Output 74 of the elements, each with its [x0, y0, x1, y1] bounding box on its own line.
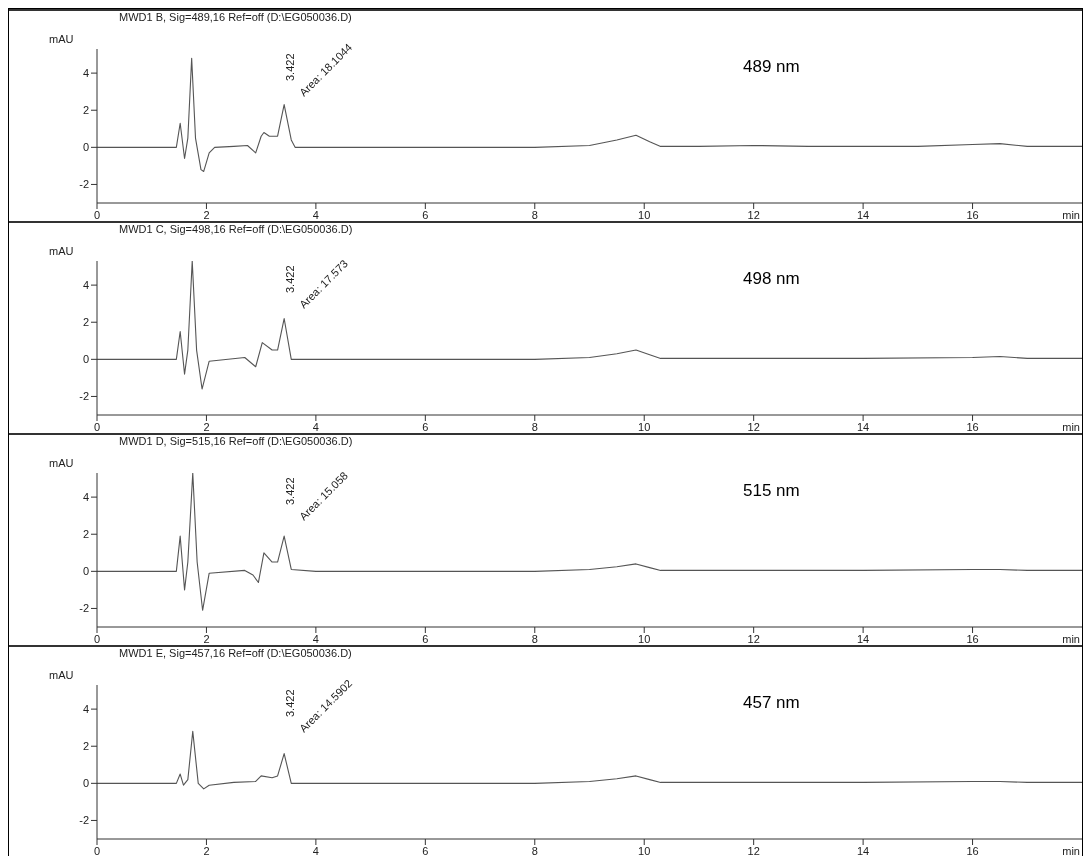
annotation: 3.422: [284, 53, 296, 81]
x-tick-label: 12: [747, 632, 760, 645]
x-tick-label: 12: [747, 208, 760, 221]
x-tick-label: 0: [93, 632, 101, 645]
x-axis-title: min: [1062, 209, 1080, 221]
x-tick-label: 0: [93, 208, 101, 221]
x-tick-label: 8: [531, 632, 538, 645]
annotation: 457 nm: [742, 692, 801, 714]
x-tick-label: 4: [312, 632, 319, 645]
annotation: 3.422: [284, 477, 296, 505]
chart-title: MWD1 E, Sig=457,16 Ref=off (D:\EG050036.D): [119, 647, 352, 659]
x-tick-label: 4: [312, 844, 319, 856]
x-tick-label: 16: [966, 420, 979, 433]
x-tick-label: 6: [422, 420, 429, 433]
x-tick-label: 10: [638, 420, 651, 433]
y-tick-label: -2: [79, 814, 89, 827]
x-tick-label: 0: [93, 420, 101, 433]
annotation: 489 nm: [742, 56, 801, 78]
y-axis-title: mAU: [49, 245, 74, 257]
x-tick-label: 2: [203, 844, 210, 856]
y-axis-title: mAU: [49, 33, 74, 45]
line-series: [97, 261, 1082, 390]
x-tick-label: 14: [856, 844, 870, 856]
x-axis-title: min: [1062, 633, 1080, 645]
chart-title: MWD1 C, Sig=498,16 Ref=off (D:\EG050036.D): [119, 223, 353, 235]
y-tick-label: 4: [82, 279, 89, 292]
x-tick-label: 16: [966, 208, 979, 221]
y-tick-label: 4: [82, 491, 89, 504]
y-tick-label: 0: [82, 777, 89, 790]
annotation: 3.422: [284, 689, 296, 717]
x-tick-label: 14: [856, 632, 870, 645]
x-tick-label: 6: [422, 208, 429, 221]
x-axis-title: min: [1062, 421, 1080, 433]
x-tick-label: 10: [638, 208, 651, 221]
x-tick-label: 16: [966, 632, 979, 645]
y-axis-title: mAU: [49, 669, 74, 681]
x-tick-label: 6: [422, 632, 429, 645]
x-tick-label: 12: [747, 420, 760, 433]
annotation: 3.422: [284, 265, 296, 293]
x-tick-label: 4: [312, 420, 319, 433]
y-tick-label: 4: [82, 67, 89, 80]
x-tick-label: 6: [422, 844, 429, 856]
annotation: 498 nm: [742, 268, 801, 290]
line-series: [97, 473, 1082, 611]
y-tick-label: 4: [82, 703, 89, 716]
x-tick-label: 2: [203, 208, 210, 221]
x-tick-label: 8: [531, 844, 538, 856]
x-tick-label: 8: [531, 420, 538, 433]
x-tick-label: 16: [966, 844, 979, 856]
y-axis-title: mAU: [49, 457, 74, 469]
y-tick-label: -2: [79, 390, 89, 403]
y-tick-label: 0: [82, 353, 89, 366]
y-tick-label: 2: [82, 104, 89, 117]
x-tick-label: 4: [312, 208, 319, 221]
x-tick-label: 0: [93, 844, 101, 856]
x-axis-title: min: [1062, 845, 1080, 856]
annotation: 515 nm: [742, 480, 801, 502]
y-tick-label: -2: [79, 602, 89, 615]
x-tick-label: 2: [203, 420, 210, 433]
x-tick-label: 12: [747, 844, 760, 856]
y-tick-label: 2: [82, 316, 89, 329]
x-tick-label: 8: [531, 208, 538, 221]
x-tick-label: 2: [203, 632, 210, 645]
chart-title: MWD1 D, Sig=515,16 Ref=off (D:\EG050036.D): [119, 435, 353, 447]
y-tick-label: -2: [79, 178, 89, 191]
x-tick-label: 14: [856, 420, 870, 433]
y-tick-label: 0: [82, 141, 89, 154]
y-tick-label: 2: [82, 740, 89, 753]
y-tick-label: 0: [82, 565, 89, 578]
chart-title: MWD1 B, Sig=489,16 Ref=off (D:\EG050036.D): [119, 11, 352, 23]
x-tick-label: 14: [856, 208, 870, 221]
x-tick-label: 10: [638, 632, 651, 645]
x-tick-label: 10: [638, 844, 651, 856]
y-tick-label: 2: [82, 528, 89, 541]
